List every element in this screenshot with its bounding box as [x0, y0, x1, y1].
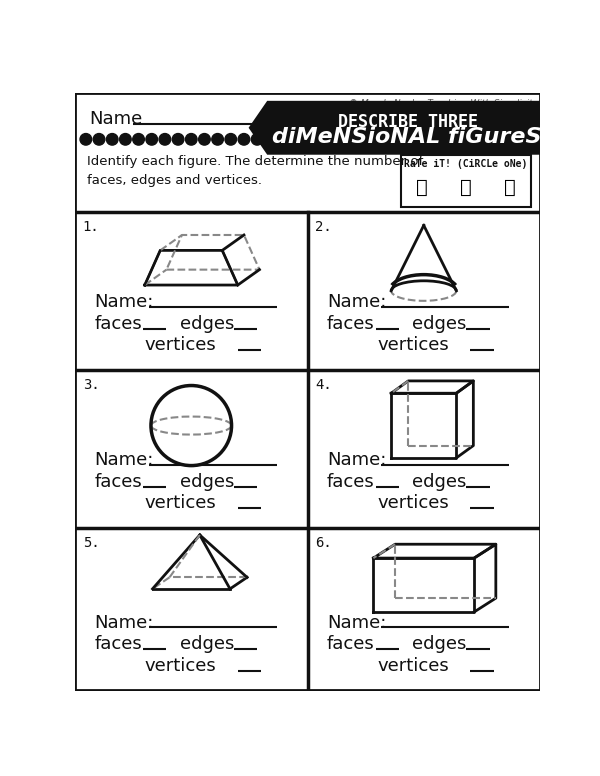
Text: faces: faces [94, 636, 142, 653]
Text: Name:: Name: [327, 614, 386, 632]
Circle shape [146, 133, 158, 145]
Circle shape [238, 133, 250, 145]
Circle shape [251, 133, 263, 145]
Text: 3.: 3. [83, 378, 100, 392]
Text: diMeNSioNAL fiGureS: diMeNSioNAL fiGureS [272, 127, 541, 147]
Text: 👍: 👍 [416, 178, 427, 196]
Text: Name:: Name: [94, 293, 154, 311]
Polygon shape [248, 101, 540, 154]
Circle shape [93, 133, 105, 145]
Text: vertices: vertices [377, 656, 449, 675]
Text: faces: faces [94, 473, 142, 490]
Text: DESCRIBE THREE: DESCRIBE THREE [338, 113, 478, 131]
Circle shape [119, 133, 131, 145]
Text: faces: faces [327, 315, 374, 333]
Text: 1.: 1. [83, 220, 100, 234]
Text: Name:: Name: [94, 614, 154, 632]
Circle shape [159, 133, 171, 145]
Text: vertices: vertices [377, 494, 449, 512]
Text: vertices: vertices [377, 337, 449, 355]
Text: 6.: 6. [315, 536, 332, 550]
Text: vertices: vertices [145, 337, 217, 355]
Circle shape [199, 133, 210, 145]
Text: Identify each figure. The determine the number of
faces, edges and vertices.: Identify each figure. The determine the … [86, 154, 423, 187]
Text: edges: edges [412, 315, 467, 333]
Text: vertices: vertices [145, 656, 217, 675]
Text: edges: edges [412, 473, 467, 490]
Text: 2.: 2. [315, 220, 332, 234]
Text: 👎: 👎 [504, 178, 515, 196]
Text: faces: faces [94, 315, 142, 333]
Text: vertices: vertices [145, 494, 217, 512]
Text: edges: edges [412, 636, 467, 653]
Circle shape [80, 133, 92, 145]
FancyBboxPatch shape [401, 154, 531, 207]
Text: Name:: Name: [94, 451, 154, 469]
Text: 5.: 5. [83, 536, 100, 550]
Text: edges: edges [179, 636, 234, 653]
Text: edges: edges [179, 315, 234, 333]
Text: RaTe iT! (CiRCLe oNe): RaTe iT! (CiRCLe oNe) [404, 159, 527, 169]
Text: Name:: Name: [327, 451, 386, 469]
Circle shape [172, 133, 184, 145]
Text: © Mandy Neal ~ Teaching With Simplicity: © Mandy Neal ~ Teaching With Simplicity [349, 99, 538, 109]
Circle shape [225, 133, 236, 145]
Text: Name:: Name: [327, 293, 386, 311]
Text: 4.: 4. [315, 378, 332, 392]
Text: Name: Name [89, 110, 142, 128]
Circle shape [106, 133, 118, 145]
Circle shape [212, 133, 223, 145]
Text: faces: faces [327, 636, 374, 653]
Text: ✋: ✋ [460, 178, 472, 196]
Circle shape [185, 133, 197, 145]
Text: edges: edges [179, 473, 234, 490]
Text: faces: faces [327, 473, 374, 490]
Circle shape [133, 133, 145, 145]
